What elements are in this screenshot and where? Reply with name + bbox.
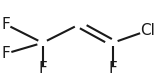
Text: F: F	[108, 61, 117, 76]
Text: F: F	[38, 61, 47, 76]
Text: Cl: Cl	[140, 23, 155, 38]
Text: F: F	[2, 46, 10, 61]
Text: F: F	[2, 17, 10, 32]
